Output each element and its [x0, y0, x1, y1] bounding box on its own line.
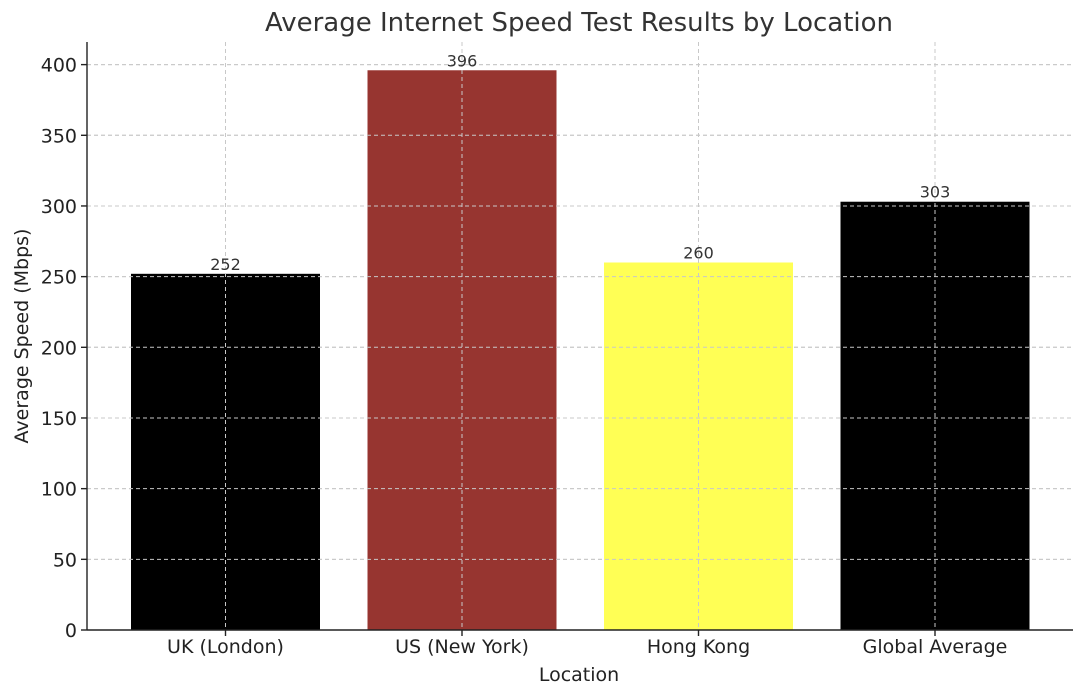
bar-value-label: 252: [210, 255, 241, 274]
chart-title: Average Internet Speed Test Results by L…: [265, 8, 893, 38]
bar-value-label: 260: [683, 244, 714, 263]
y-tick-label: 350: [41, 125, 77, 147]
x-tick-label: Hong Kong: [647, 636, 750, 658]
y-tick-label: 300: [41, 196, 77, 218]
y-tick-label: 150: [41, 408, 77, 430]
axes-group: [86, 42, 1073, 631]
y-ticks-group: 0 50 100 150 200 250 300 350 400: [41, 55, 87, 642]
bar-value-label: 303: [920, 183, 951, 202]
x-tick-label: US (New York): [395, 636, 529, 658]
bar-value-label: 396: [447, 51, 478, 70]
bars-group: [131, 70, 1030, 631]
x-tick-label: UK (London): [167, 636, 284, 658]
y-tick-label: 50: [53, 549, 77, 571]
y-tick-label: 250: [41, 267, 77, 289]
y-axis-label: Average Speed (Mbps): [11, 229, 33, 444]
grid-overlay: [87, 42, 1073, 631]
x-gridlines: [225, 42, 936, 630]
x-axis-label: Location: [539, 664, 619, 686]
y-tick-label: 0: [65, 620, 77, 642]
y-tick-label: 400: [41, 55, 77, 77]
bar-labels-group: 252 396 260 303: [210, 51, 950, 274]
y-tick-label: 100: [41, 479, 77, 501]
x-tick-label: Global Average: [863, 636, 1008, 658]
y-tick-label: 200: [41, 337, 77, 359]
x-ticks-group: UK (London) US (New York) Hong Kong Global …: [167, 630, 1007, 658]
